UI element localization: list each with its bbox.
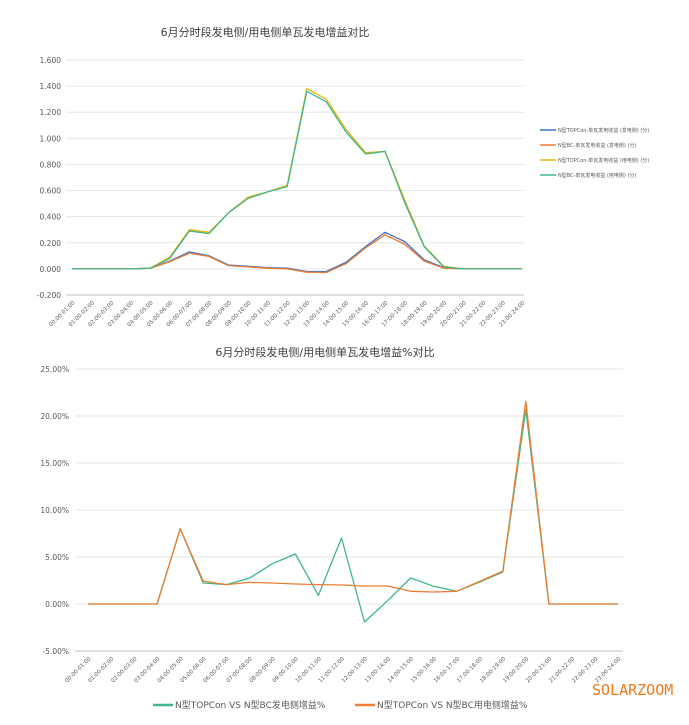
y-tick-label: 10.00%: [40, 506, 69, 515]
y-tick-label: 1.200: [40, 108, 62, 117]
y-tick-label: 15.00%: [40, 459, 69, 468]
watermark-logo: SOLARZOOM: [592, 681, 673, 699]
y-tick-label: 0.200: [40, 239, 62, 248]
series-line-2: [72, 234, 522, 274]
y-tick-label: -0.200: [37, 291, 61, 300]
y-tick-label: 0.000: [40, 265, 62, 274]
y-tick-label: 0.600: [40, 187, 62, 196]
chart-2-title: 6月分时段发电侧/用电侧单瓦发电增益%对比: [215, 345, 434, 359]
series-line-3: [72, 88, 522, 270]
y-tick-label: 0.400: [40, 213, 62, 222]
legend-label: N型TOPCon-单瓦发电收益 (用电侧) (分): [558, 157, 649, 164]
series-line-1: [72, 231, 522, 273]
legend-label: N型TOPCon VS N型BC用电侧增益%: [377, 699, 528, 711]
chart-1-gain-per-watt: 6月分时段发电侧/用电侧单瓦发电增益对比 1.600 1.400 1.200 1.00…: [37, 25, 649, 328]
y-tick-label: 1.600: [40, 56, 62, 65]
legend-label: N型TOPCon VS N型BC发电侧增益%: [175, 699, 326, 711]
y-tick-label: 5.00%: [45, 553, 69, 562]
y-tick-label: -5.00%: [42, 647, 69, 656]
series-line-4: [72, 90, 522, 270]
legend-label: N型BC-单瓦发电收益 (用电侧) (分): [558, 172, 636, 179]
y-tick-label: 1.400: [40, 82, 62, 91]
chart-1-title: 6月分时段发电侧/用电侧单瓦发电增益对比: [161, 25, 370, 39]
y-tick-label: 0.800: [40, 160, 62, 169]
y-tick-label: 25.00%: [40, 365, 69, 374]
y-tick-label: 0.00%: [45, 600, 69, 609]
y-tick-label: 20.00%: [40, 412, 69, 421]
y-tick-label: 1.000: [40, 134, 62, 143]
chart-2-gain-percent: 6月分时段发电侧/用电侧单瓦发电增益%对比 25.00% 20.00% 15.00%…: [40, 345, 623, 711]
legend-label: N型TOPCon-单瓦发电收益 (发电侧) (分): [558, 127, 649, 134]
series-line-2: [88, 400, 618, 605]
legend-label: N型BC-单瓦发电收益 (发电侧) (分): [558, 142, 636, 149]
